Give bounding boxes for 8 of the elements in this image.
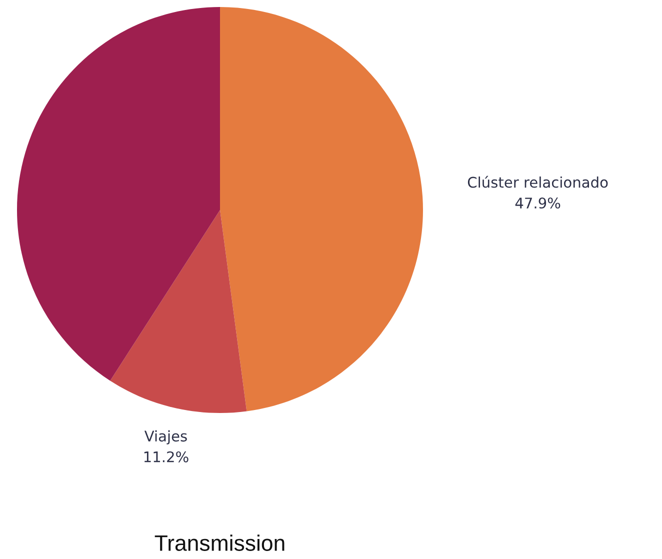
slice-label: Clúster relacionado: [468, 176, 608, 188]
slice-label: Viajes: [144, 430, 187, 444]
pie-slice: [220, 7, 423, 412]
pie-slice: [17, 7, 220, 381]
pie-slice: [110, 210, 247, 413]
data-label: 11.2%: [144, 451, 188, 462]
data-label: 47.9%: [515, 198, 560, 209]
text: Transmission: [154, 534, 284, 551]
